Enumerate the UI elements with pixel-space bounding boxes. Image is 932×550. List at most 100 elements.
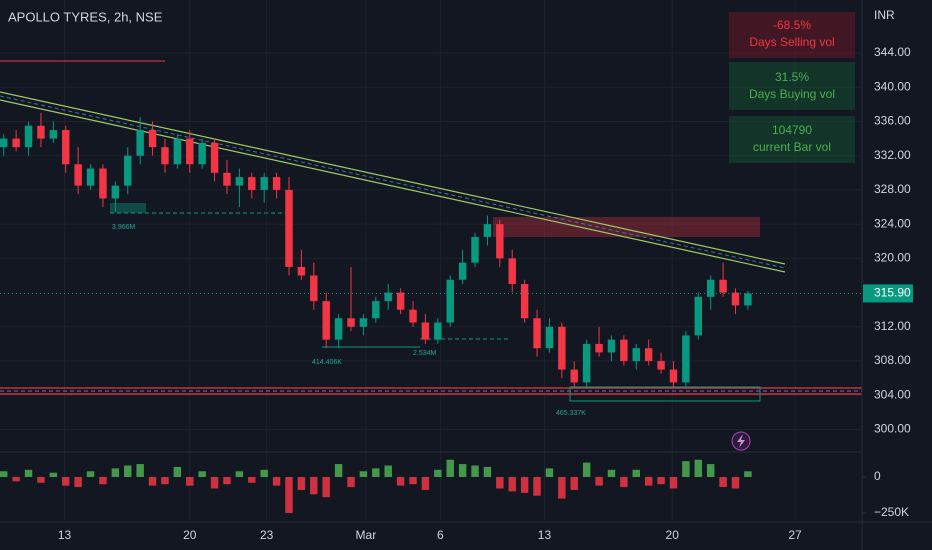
volume-bar xyxy=(136,464,144,478)
volume-bar xyxy=(173,466,182,478)
panel-label: current Bar vol xyxy=(753,140,831,154)
volume-bar xyxy=(161,477,169,485)
trend-line xyxy=(0,99,786,273)
volume-bar xyxy=(570,477,578,490)
volume-bar xyxy=(198,471,206,478)
volume-bar xyxy=(297,477,306,490)
candle-body xyxy=(0,138,8,148)
y-tick-label: 340.00 xyxy=(874,79,911,93)
volume-bar xyxy=(248,477,256,483)
candle-body xyxy=(446,279,454,323)
price-tag-bg xyxy=(863,284,913,303)
currency: INR xyxy=(874,8,895,22)
candle-body xyxy=(334,318,343,340)
volume-bar xyxy=(396,477,405,486)
volume-bar xyxy=(533,477,541,496)
candle-body xyxy=(310,275,318,302)
candle-body xyxy=(632,348,640,362)
candle-body xyxy=(297,266,306,276)
candle-body xyxy=(235,177,244,186)
candle-body xyxy=(260,177,268,190)
x-tick-label: 23 xyxy=(260,528,274,542)
candle-body xyxy=(744,293,752,306)
volume-bar xyxy=(37,477,45,483)
candle-body xyxy=(248,177,256,190)
volume-bar xyxy=(334,464,343,478)
resistance-zone xyxy=(493,217,760,237)
volume-bar xyxy=(260,469,268,478)
volume-bar xyxy=(632,469,640,478)
y-tick-label: 304.00 xyxy=(874,387,911,401)
volume-bar xyxy=(508,477,516,492)
y-tick-label: 344.00 xyxy=(874,45,911,59)
candle-body xyxy=(99,168,107,199)
y-tick-label: 308.00 xyxy=(874,353,911,367)
volume-bar xyxy=(446,459,454,478)
volume-bar xyxy=(223,477,231,485)
volume-bar xyxy=(731,477,740,489)
candle-body xyxy=(669,369,678,383)
annotation: 3.966M xyxy=(112,224,136,231)
annotation: 2.534M xyxy=(413,350,437,357)
volume-bar xyxy=(210,477,219,489)
candle-body xyxy=(359,318,368,327)
candle-body xyxy=(86,168,95,186)
volume-bar xyxy=(558,477,566,499)
candle-body xyxy=(384,292,392,302)
candle-body xyxy=(607,339,616,353)
y-tick-label: 312.00 xyxy=(874,319,911,333)
candle-body xyxy=(136,130,144,156)
volume-bar xyxy=(186,477,194,486)
candle-body xyxy=(37,125,45,139)
volume-bar xyxy=(12,477,20,482)
candle-body xyxy=(74,164,82,186)
candle-body xyxy=(508,258,516,285)
volume-bar xyxy=(62,477,70,486)
candle-body xyxy=(62,130,70,165)
marks xyxy=(0,112,752,513)
volume-bar xyxy=(520,477,529,493)
y-tick-label: 332.00 xyxy=(874,148,911,162)
volume-bar xyxy=(74,477,82,488)
volume-bar xyxy=(744,471,752,478)
annotation: 465.337K xyxy=(556,410,586,417)
x-tick-label: 20 xyxy=(666,528,680,542)
volume-bar xyxy=(607,469,616,478)
volume-bar xyxy=(310,477,318,495)
candle-body xyxy=(12,138,20,148)
x-tick-label: Mar xyxy=(356,528,377,542)
volume-bar xyxy=(496,477,504,489)
candle-body xyxy=(533,318,541,349)
volume-bar xyxy=(595,477,603,486)
volume-bar xyxy=(471,465,479,478)
candle-body xyxy=(719,279,727,293)
volume-bar xyxy=(124,465,132,478)
volume-bar xyxy=(644,477,653,486)
candle-body xyxy=(49,130,58,139)
panel-value: 104790 xyxy=(772,123,812,137)
y-tick-label: 328.00 xyxy=(874,182,911,196)
candle-body xyxy=(272,177,281,190)
candle-body xyxy=(24,125,33,148)
volume-bar xyxy=(99,477,107,485)
volume-bar xyxy=(359,471,368,478)
candle-body xyxy=(161,147,169,165)
candle-body xyxy=(520,284,529,319)
candle-body xyxy=(434,322,442,340)
candle-body xyxy=(198,142,206,165)
candle-body xyxy=(186,138,194,165)
candle-body xyxy=(620,339,628,362)
volume-bar xyxy=(434,469,442,478)
candle-body xyxy=(148,130,157,148)
volume-bar xyxy=(719,477,727,488)
panel-label: Days Buying vol xyxy=(749,87,835,101)
volume-bar xyxy=(86,471,95,478)
candle-body xyxy=(285,189,293,267)
volume-bar xyxy=(372,468,380,478)
volume-bar xyxy=(458,464,467,478)
y-tick-label: 300.00 xyxy=(874,422,911,436)
candle-body xyxy=(458,262,467,280)
candle-body xyxy=(210,142,219,173)
volume-bar xyxy=(0,471,8,478)
